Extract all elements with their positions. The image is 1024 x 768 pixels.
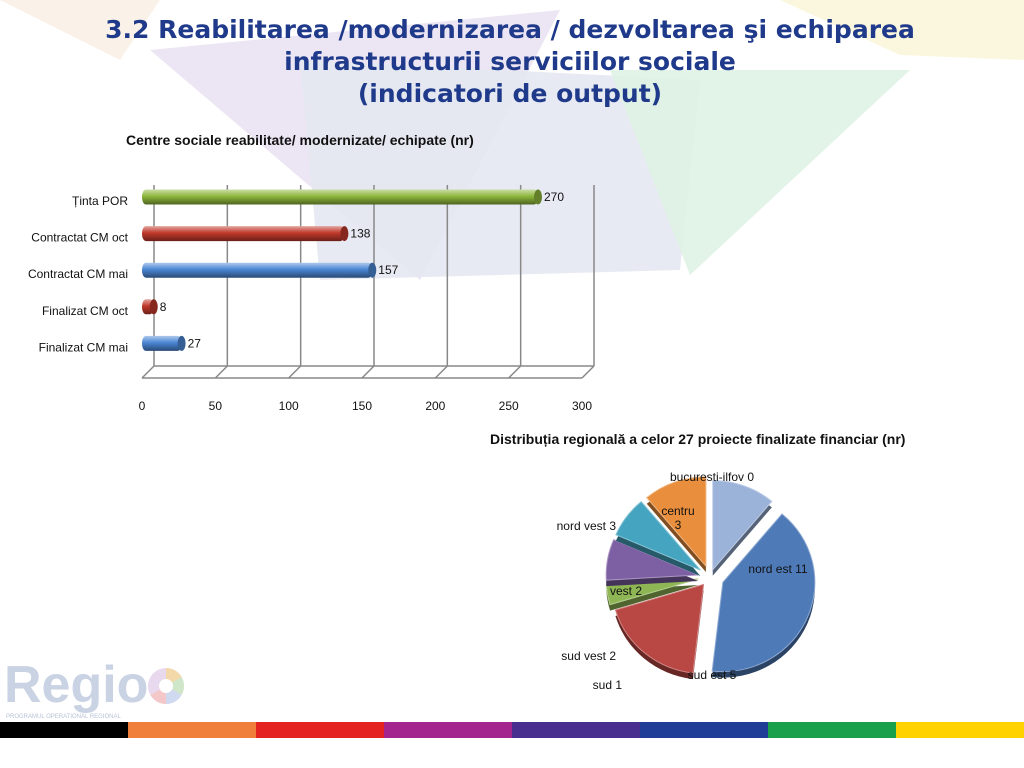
bar-category-label: Finalizat CM oct [42, 304, 129, 318]
stripe-segment [0, 722, 128, 738]
pie-slice-sud [605, 578, 699, 611]
bar-body [142, 335, 182, 351]
bar-body [142, 189, 538, 205]
x-tick-label: 200 [425, 399, 445, 413]
x-tick-label: 100 [279, 399, 299, 413]
pie-slice-face [614, 583, 705, 674]
stripe-segment [256, 722, 384, 738]
bar-value-label: 27 [188, 336, 202, 350]
bar-category-label: Contractat CM mai [28, 267, 128, 281]
bar-4 [142, 335, 186, 351]
pie-slice-face [605, 538, 699, 581]
pie-slice-face [711, 513, 816, 673]
bar-1 [142, 226, 349, 242]
gridline-floor [141, 365, 155, 379]
footer-color-stripe [0, 722, 1024, 738]
pie-slices [605, 476, 816, 680]
bar-chart: 0 50 100 150 200 250 300 270 Ținta POR 138 Contrac… [28, 185, 595, 413]
bar-value-label: 157 [378, 263, 398, 277]
title-line-1: 3.2 Reabilitarea /modernizarea / dezvolt… [105, 15, 915, 44]
bar-cap [149, 299, 158, 315]
bar-value-label: 138 [350, 227, 370, 241]
x-tick-label: 250 [499, 399, 519, 413]
x-tick-label: 300 [572, 399, 592, 413]
bar-value-label: 8 [160, 300, 167, 314]
gridline-floor [434, 365, 448, 379]
pie-label: vest 2 [610, 584, 642, 598]
bar-2 [142, 262, 377, 278]
bar-chart-title: Centre sociale reabilitate/ modernizate/… [126, 132, 474, 148]
bar-cap [340, 226, 349, 242]
gridline-floor [361, 365, 375, 379]
bar-cap [177, 335, 186, 351]
logo-subtitle: PROGRAMUL OPERATIONAL REGIONAL [6, 714, 121, 720]
pie-slice-vest [615, 500, 701, 577]
pie-slice-centru [712, 479, 773, 576]
bar-cap [534, 189, 542, 205]
pie-slice-sud-vest [605, 538, 699, 587]
bar-value-label: 270 [544, 190, 564, 204]
gridline-floor [508, 365, 522, 379]
stripe-segment [128, 722, 256, 738]
pie-chart-title: Distribuția regională a celor 27 proiect… [490, 431, 906, 447]
bar-category-label: Contractat CM oct [31, 231, 128, 245]
gridline-floor [288, 365, 302, 379]
pie-slice-face [615, 500, 701, 571]
logo-wheel-icon [148, 668, 185, 704]
stripe-segment [896, 722, 1024, 738]
pie-label: sud 1 [593, 678, 623, 692]
x-tick-label: 150 [352, 399, 372, 413]
x-tick-label: 0 [139, 399, 146, 413]
pie-slice-face [712, 479, 773, 572]
pie-label: 3 [675, 518, 682, 532]
bar-body [142, 262, 373, 278]
stripe-segment [640, 722, 768, 738]
pie-slice-nord-vest [646, 476, 707, 573]
pie-slice-face [646, 476, 707, 568]
gridline-floor [214, 365, 228, 379]
title-line-2: infrastructurii serviciilor sociale [284, 47, 736, 76]
bar-grid [141, 185, 595, 379]
pie-label: nord vest 3 [557, 519, 617, 533]
bar-0 [142, 189, 542, 205]
bar-body [142, 226, 345, 242]
pie-label: sud vest 2 [561, 649, 616, 663]
pie-label: nord est 11 [748, 562, 807, 576]
regio-logo: Regio PROGRAMUL OPERATIONAL REGIONAL [4, 660, 185, 720]
logo-text: Regio [4, 660, 148, 714]
stripe-segment [768, 722, 896, 738]
bar-3 [142, 299, 158, 315]
title-line-3: (indicatori de output) [357, 79, 663, 108]
pie-label: centru [661, 504, 694, 518]
stripe-segment [384, 722, 512, 738]
bar-category-label: Finalizat CM mai [39, 340, 128, 354]
stripe-segment [512, 722, 640, 738]
gridline-floor [581, 365, 595, 379]
slide-title: 3.2 Reabilitarea /modernizarea / dezvolt… [80, 14, 940, 110]
pie-label: sud est 5 [688, 668, 737, 682]
pie-slice-nord-est [711, 513, 816, 678]
pie-label: bucuresti-ilfov 0 [670, 470, 754, 484]
x-tick-label: 50 [209, 399, 223, 413]
pie-slice-sud-est [614, 583, 705, 680]
bar-category-label: Ținta POR [72, 194, 128, 208]
bar-cap [368, 262, 377, 278]
